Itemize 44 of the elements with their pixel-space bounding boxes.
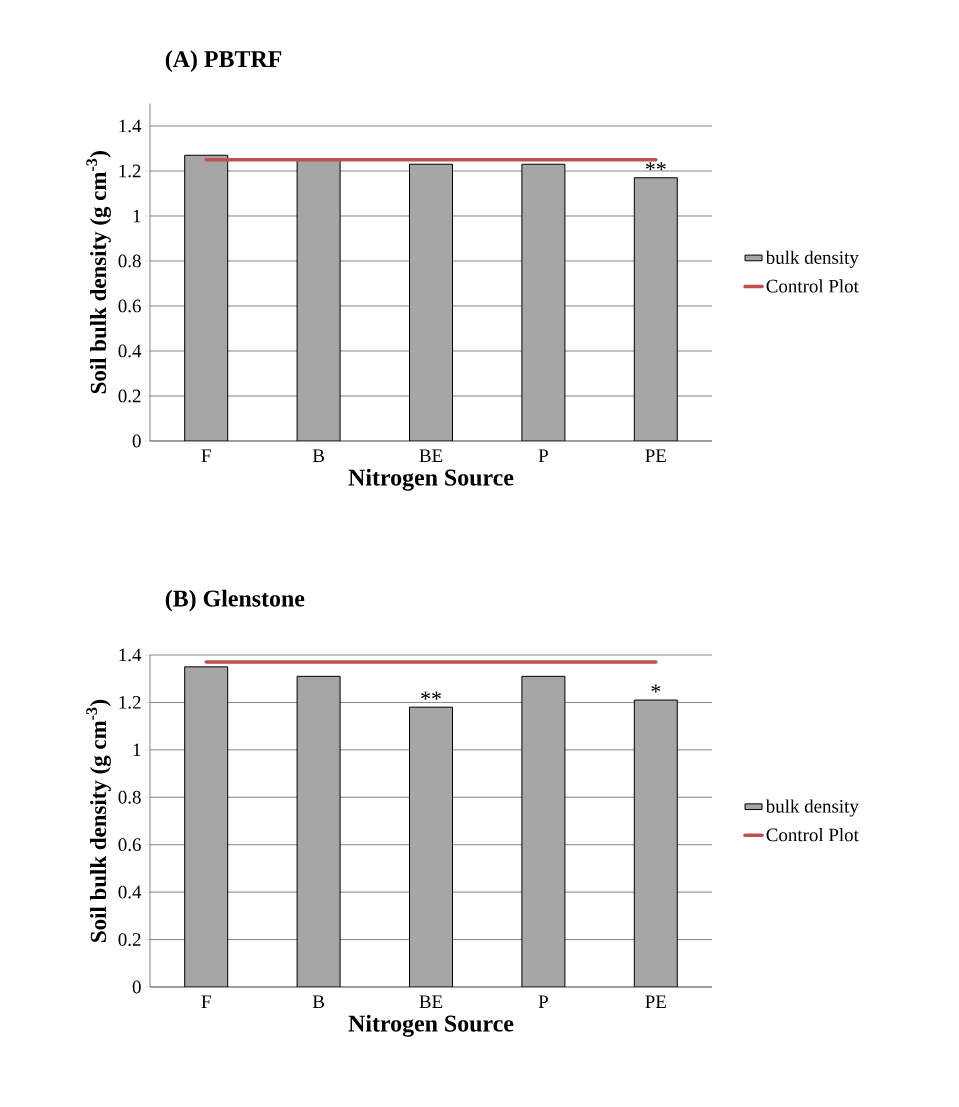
bar (184, 666, 229, 987)
x-tick-label: PE (645, 995, 666, 1008)
legend-label: bulk density (765, 250, 859, 268)
chart-title: (A) PBTRF (165, 50, 282, 72)
x-tick-label: BE (419, 995, 443, 1008)
y-tick-label: 1.4 (119, 119, 142, 133)
y-tick-label: 1.4 (119, 648, 142, 662)
legend-label: Control Plot (766, 279, 859, 293)
bar (633, 699, 678, 987)
x-tick-label: P (538, 995, 548, 1008)
legend-label: bulk density (765, 799, 859, 817)
y-tick-label: 0.4 (118, 885, 142, 899)
x-tick-label: B (312, 995, 324, 1008)
y-tick-label: 0.2 (118, 389, 141, 403)
annotation: ** (421, 691, 441, 700)
y-tick-label: 0.6 (118, 299, 141, 313)
y-tick-label: 0.4 (118, 344, 142, 358)
x-axis-title: Nitrogen Source (348, 468, 514, 491)
y-tick-label: 0 (132, 980, 141, 994)
y-tick-label: 0.8 (118, 790, 141, 804)
y-tick-label: 1.2 (119, 696, 141, 709)
x-axis-title: Nitrogen Source (348, 1014, 514, 1037)
bar (521, 675, 566, 987)
y-axis-title: Soil bulk density (g cm$^{-3}$) (86, 699, 111, 942)
x-tick-label: B (312, 449, 324, 462)
bar (409, 706, 453, 987)
chart-title: (B) Glenstone (165, 589, 305, 612)
annotation: ** (645, 162, 666, 171)
y-tick-label: 1 (133, 209, 141, 223)
x-tick-label: PE (645, 449, 666, 462)
y-tick-label: 1.2 (119, 164, 141, 178)
y-axis-title: Soil bulk density (g cm$^{-3}$) (86, 151, 111, 394)
bar (296, 675, 341, 987)
y-tick-label: 0.2 (118, 933, 141, 946)
y-tick-label: 0 (132, 434, 141, 448)
y-tick-label: 0.6 (118, 838, 141, 852)
x-tick-label: F (201, 995, 211, 1008)
annotation: * (651, 684, 661, 693)
y-tick-label: 1 (133, 743, 141, 757)
x-tick-label: F (201, 449, 211, 462)
x-tick-label: BE (419, 449, 443, 462)
y-tick-label: 0.8 (118, 254, 141, 268)
legend-label: Control Plot (766, 827, 859, 842)
x-tick-label: P (538, 449, 548, 462)
